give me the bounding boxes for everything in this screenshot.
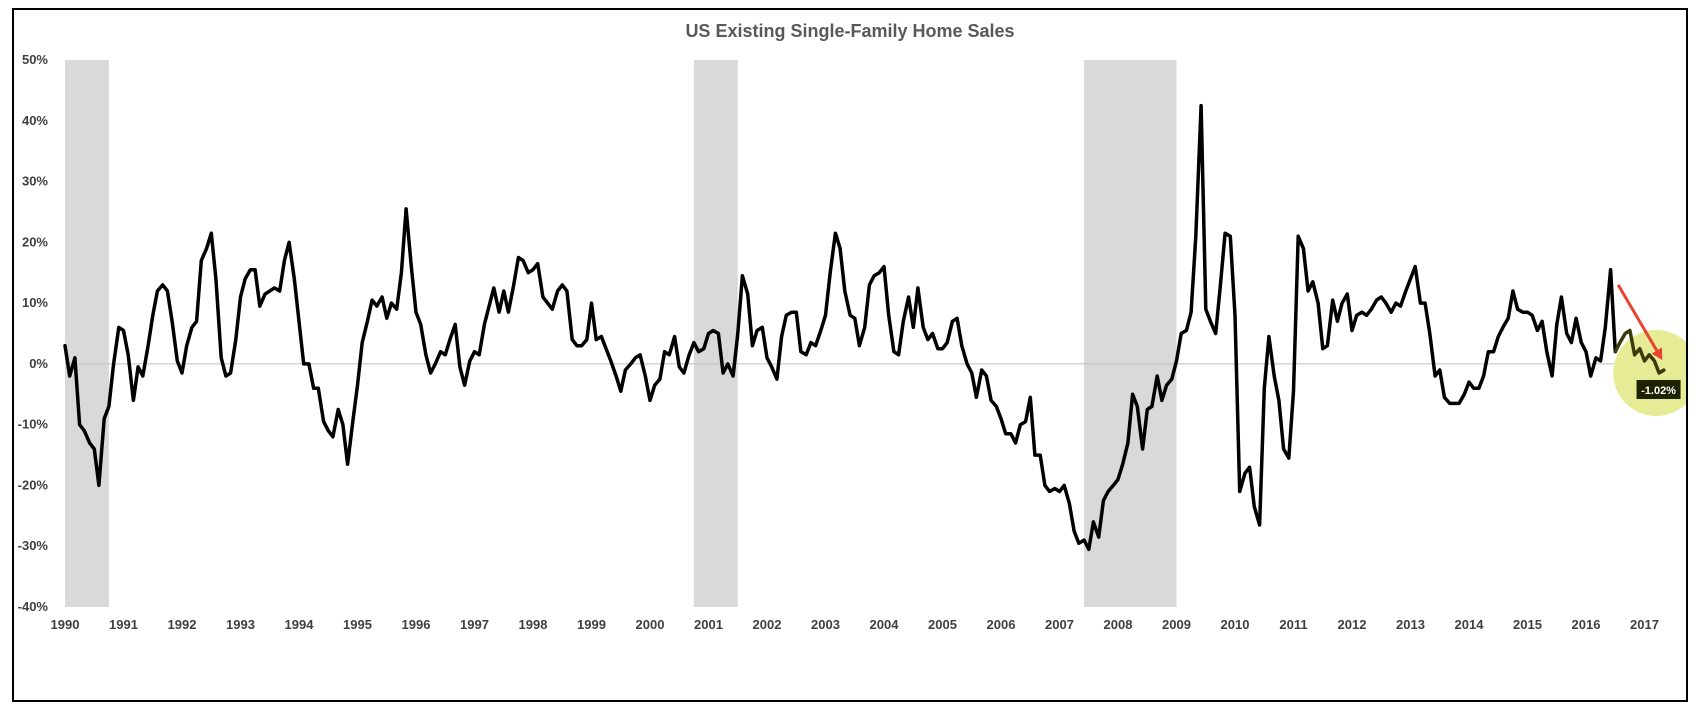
- series-line-main: [63, 103, 1618, 552]
- arrow-head-icon: [1651, 347, 1663, 361]
- y-tick-label: -40%: [18, 599, 49, 614]
- x-tick-label: 2017: [1630, 617, 1659, 632]
- x-tick-label: 2004: [870, 617, 900, 632]
- x-tick-label: 2013: [1396, 617, 1425, 632]
- value-label-box: [1636, 380, 1681, 400]
- x-tick-label: 1992: [168, 617, 197, 632]
- x-tick-label: 2001: [694, 617, 723, 632]
- y-tick-label: -30%: [18, 538, 49, 553]
- y-tick-label: 0%: [29, 356, 48, 371]
- x-tick-label: 2008: [1104, 617, 1133, 632]
- y-tick-label: -20%: [18, 477, 49, 492]
- recession-band: [65, 60, 109, 607]
- x-tick-label: 2014: [1455, 617, 1485, 632]
- x-tick-label: 1999: [577, 617, 606, 632]
- annotation-layer: -1.02%: [1616, 284, 1681, 400]
- x-tick-label: 2002: [753, 617, 782, 632]
- y-tick-label: 50%: [22, 52, 48, 67]
- x-axis: 1990 1991 1992 1993 1994 1995 1996 1997 1998 1999…: [51, 617, 1659, 632]
- y-tick-label: -10%: [18, 417, 49, 432]
- value-label: -1.02%: [1641, 385, 1676, 397]
- x-tick-label: 2003: [811, 617, 840, 632]
- y-tick-label: 30%: [22, 174, 48, 189]
- highlight-circle: [1613, 330, 1686, 416]
- chart-svg: 50%40%30%20%10%0%-10%-20%-30%-40% 1990 19…: [18, 21, 1686, 632]
- x-tick-label: 1997: [460, 617, 489, 632]
- y-tick-label: 10%: [22, 295, 48, 310]
- x-tick-label: 2011: [1279, 617, 1307, 632]
- x-tick-label: 2007: [1045, 617, 1074, 632]
- x-tick-label: 2010: [1221, 617, 1250, 632]
- x-tick-label: 2015: [1513, 617, 1542, 632]
- x-tick-label: 2005: [928, 617, 957, 632]
- chart-frame: 50% 40% 30% 20% 10% 0% -10% -20% -30% -40% 1990 19…: [12, 8, 1688, 702]
- x-tick-label: 2009: [1162, 617, 1191, 632]
- x-tick-label: 1993: [226, 617, 255, 632]
- series-layer: [63, 103, 1666, 552]
- x-tick-label: 1996: [402, 617, 431, 632]
- x-tick-label: 1990: [51, 617, 80, 632]
- trend-arrow: [1616, 284, 1662, 358]
- x-tick-label: 1998: [519, 617, 548, 632]
- x-tick-label: 1994: [285, 617, 315, 632]
- y-axis: 50% 40% 30% 20% 10% 0% -10% -20% -30% -40%: [18, 52, 49, 614]
- x-tick-label: 2006: [987, 617, 1016, 632]
- y-tick-label: 20%: [22, 234, 48, 249]
- series-line-recent: [1613, 328, 1666, 375]
- recession-band: [1084, 60, 1177, 607]
- y-tick-label: 40%: [22, 113, 48, 128]
- x-tick-label: 2000: [636, 617, 665, 632]
- x-tick-label: 2012: [1338, 617, 1367, 632]
- x-tick-label: 1995: [343, 617, 372, 632]
- x-tick-label: 2016: [1572, 617, 1601, 632]
- chart-title: US Existing Single-Family Home Sales: [685, 21, 1014, 41]
- highlight-layer: [1613, 330, 1686, 416]
- recession-shading: [65, 60, 1177, 607]
- x-tick-label: 1991: [109, 617, 138, 632]
